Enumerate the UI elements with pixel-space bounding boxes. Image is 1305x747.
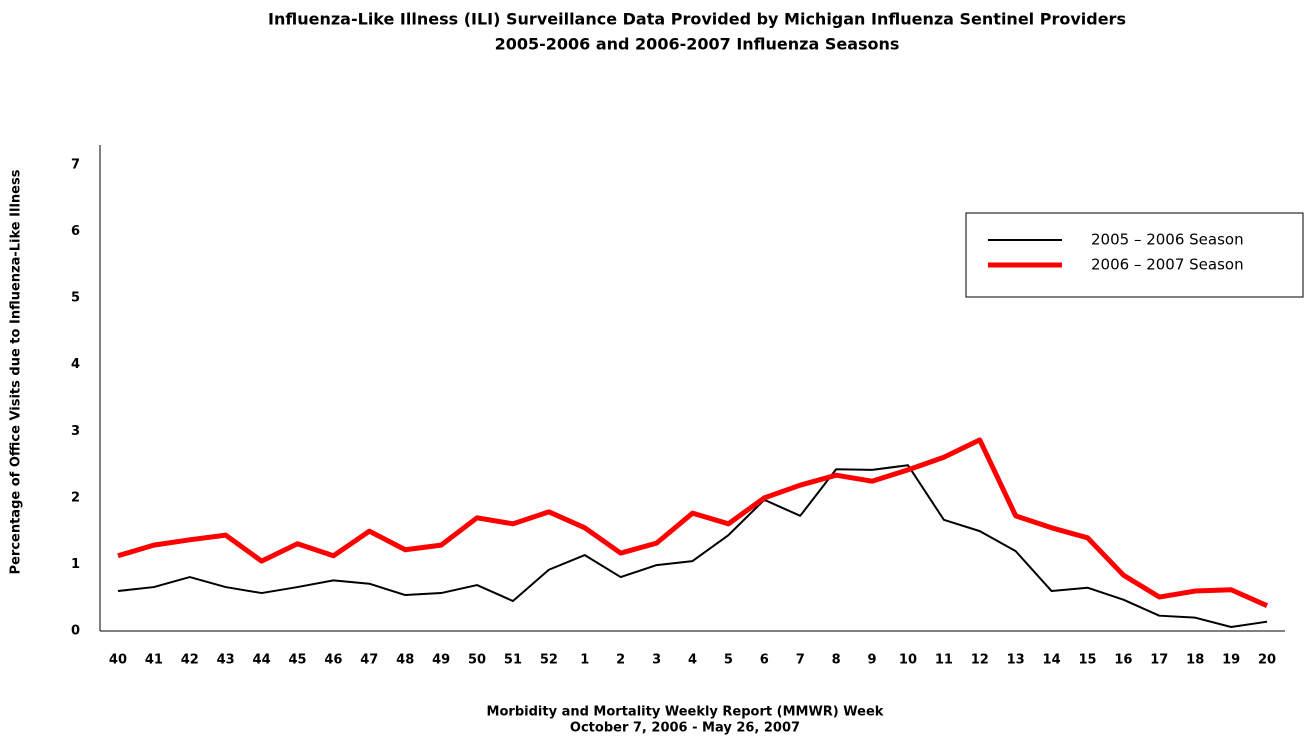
x-tick-label: 20 (1258, 653, 1276, 668)
x-tick-label: 52 (540, 653, 558, 668)
x-tick-label: 14 (1043, 653, 1061, 668)
legend-label: 2006 – 2007 Season (1091, 256, 1244, 274)
legend-box (965, 212, 1304, 298)
x-tick-label: 47 (360, 653, 378, 668)
x-tick-label: 10 (899, 653, 917, 668)
chart-subtitle: 2005-2006 and 2006-2007 Influenza Season… (495, 35, 900, 54)
x-tick-label: 16 (1114, 653, 1132, 668)
legend-label: 2005 – 2006 Season (1091, 231, 1244, 249)
x-tick-label: 4 (688, 653, 697, 668)
series-line (117, 464, 1268, 629)
x-tick-label: 48 (396, 653, 414, 668)
y-tick-label: 5 (71, 291, 80, 306)
chart-title: Influenza-Like Illness (ILI) Surveillanc… (268, 10, 1126, 29)
x-tick-label: 49 (432, 653, 450, 668)
x-tick-label: 6 (760, 653, 769, 668)
x-tick-label: 8 (832, 653, 841, 668)
x-tick-label: 2 (616, 653, 625, 668)
y-tick-label: 4 (71, 357, 80, 372)
y-tick-label: 3 (71, 424, 80, 439)
x-tick-label: 1 (580, 653, 589, 668)
x-tick-label: 43 (217, 653, 235, 668)
y-tick-label: 1 (71, 557, 80, 572)
x-tick-label: 45 (288, 653, 306, 668)
series-line (117, 437, 1269, 608)
x-tick-label: 41 (145, 653, 163, 668)
x-tick-label: 18 (1186, 653, 1204, 668)
y-axis-label: Percentage of Office Visits due to Influ… (9, 169, 24, 574)
x-tick-label: 42 (181, 653, 199, 668)
x-tick-label: 13 (1007, 653, 1025, 668)
x-tick-label: 46 (324, 653, 342, 668)
x-tick-label: 17 (1150, 653, 1168, 668)
x-tick-label: 12 (971, 653, 989, 668)
x-tick-label: 51 (504, 653, 522, 668)
x-tick-label: 7 (796, 653, 805, 668)
x-tick-label: 44 (253, 653, 271, 668)
x-axis-label: October 7, 2006 - May 26, 2007 (570, 721, 800, 736)
x-tick-label: 15 (1078, 653, 1096, 668)
x-tick-label: 19 (1222, 653, 1240, 668)
y-tick-label: 2 (71, 490, 80, 505)
x-tick-label: 9 (868, 653, 877, 668)
x-tick-label: 50 (468, 653, 486, 668)
x-axis-label: Morbidity and Mortality Weekly Report (M… (487, 705, 884, 720)
x-tick-label: 3 (652, 653, 661, 668)
y-tick-label: 7 (71, 157, 80, 172)
x-tick-label: 11 (935, 653, 953, 668)
y-tick-label: 0 (71, 624, 80, 639)
x-tick-label: 40 (109, 653, 127, 668)
y-tick-label: 6 (71, 224, 80, 239)
x-tick-label: 5 (724, 653, 733, 668)
